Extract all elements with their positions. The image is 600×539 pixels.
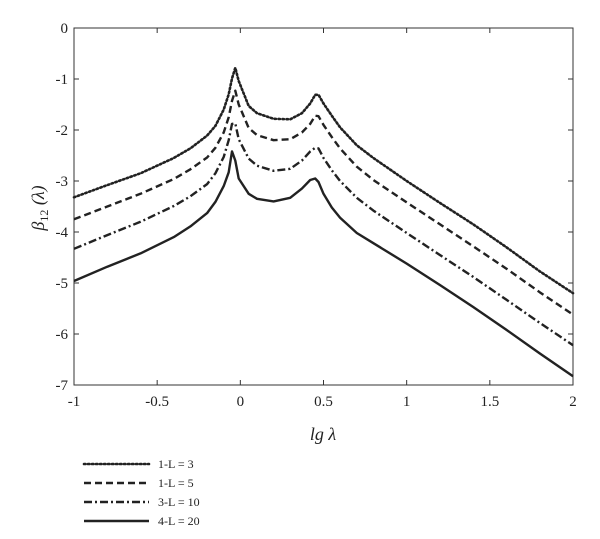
x-tick-label: 0.5 [314, 394, 333, 410]
legend-label-1: 1-L = 3 [158, 457, 194, 471]
y-tick-label: -6 [56, 327, 69, 343]
legend-label-3: 3-L = 10 [158, 495, 200, 509]
y-axis-label: β12 (λ) [28, 185, 51, 231]
legend: 1-L = 3 1-L = 5 3-L = 10 4-L = 20 [82, 457, 200, 528]
x-tick-label: 0 [237, 394, 245, 410]
series-line-3 [73, 122, 574, 347]
y-axis-label-main: β [28, 222, 48, 232]
series-line-1 [72, 66, 575, 295]
axis-labels: lg λ β12 (λ) [28, 185, 336, 444]
x-tick-label: 2 [569, 394, 577, 410]
y-tick-label: 0 [61, 21, 69, 37]
legend-label-4: 4-L = 20 [158, 514, 200, 528]
y-tick-label: -2 [56, 123, 69, 139]
y-tick-label: -4 [56, 225, 69, 241]
x-tick-label: -1 [68, 394, 81, 410]
y-tick-label: -7 [56, 378, 69, 394]
plot-frame [73, 27, 574, 386]
y-tick-label: -3 [56, 174, 69, 190]
x-axis-ticks: -1 -0.5 0 0.5 1 1.5 2 [68, 28, 577, 410]
x-tick-label: -0.5 [145, 394, 169, 410]
y-tick-label: -1 [56, 72, 69, 88]
legend-label-2: 1-L = 5 [158, 476, 194, 490]
y-tick-label: -5 [56, 276, 69, 292]
series-line-4 [73, 150, 574, 378]
y-axis-label-tail: (λ) [28, 185, 49, 209]
x-tick-label: 1.5 [480, 394, 499, 410]
x-tick-label: 1 [403, 394, 411, 410]
plot-area [73, 27, 574, 386]
y-axis-ticks: 0 -1 -2 -3 -4 -5 -6 -7 [56, 21, 573, 394]
y-axis-label-sub: 12 [37, 210, 51, 222]
series-layer [72, 66, 575, 378]
x-axis-label: lg λ [310, 424, 337, 444]
series-line-2 [73, 89, 574, 316]
